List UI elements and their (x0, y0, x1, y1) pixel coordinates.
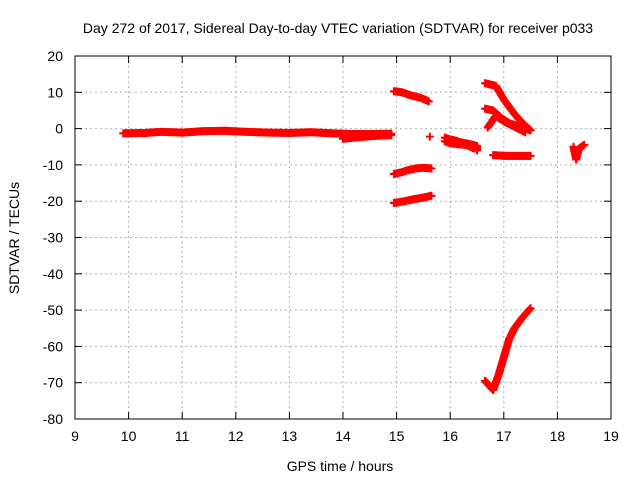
data-point-marker (424, 97, 433, 106)
y-tick-label: -50 (43, 302, 63, 318)
x-tick-label: 13 (282, 428, 298, 444)
x-tick-label: 10 (121, 428, 137, 444)
y-tick-label: -70 (43, 375, 63, 391)
x-tick-label: 14 (335, 428, 351, 444)
data-point-marker (521, 128, 530, 137)
axis-ticks (74, 55, 612, 420)
x-tick-label: 16 (442, 428, 458, 444)
chart-title: Day 272 of 2017, Sidereal Day-to-day VTE… (83, 20, 593, 36)
data-point-marker (427, 164, 436, 173)
y-axis-label: SDTVAR / TECUs (6, 182, 22, 294)
y-tick-label: 10 (47, 84, 63, 100)
plot-frame (74, 55, 612, 420)
x-tick-label: 11 (175, 428, 190, 444)
x-tick-label: 12 (228, 428, 244, 444)
data-points (119, 79, 589, 394)
y-tick-label: 20 (47, 48, 63, 64)
y-tick-labels: 20 10 0 -10 -20 -30 -40 -50 -60 -70 -80 (43, 48, 63, 427)
data-point-marker (470, 144, 479, 153)
x-tick-label: 15 (389, 428, 405, 444)
x-tick-label: 17 (496, 428, 512, 444)
grid-lines (75, 56, 611, 419)
y-tick-label: 0 (55, 121, 63, 137)
y-tick-label: -80 (43, 411, 63, 427)
data-point-marker (425, 132, 434, 141)
x-tick-label: 19 (603, 428, 619, 444)
y-tick-label: -20 (43, 193, 63, 209)
x-tick-label: 9 (71, 428, 79, 444)
data-point-marker (526, 151, 535, 160)
data-point-marker (526, 304, 535, 313)
data-point-marker (526, 126, 535, 135)
y-tick-label: -10 (43, 157, 63, 173)
x-tick-label: 18 (550, 428, 566, 444)
data-point-marker (580, 140, 589, 149)
y-tick-label: -60 (43, 338, 63, 354)
data-point-marker (427, 191, 436, 200)
x-tick-labels: 9 10 11 12 13 14 15 16 17 18 19 (71, 428, 619, 444)
x-axis-label: GPS time / hours (287, 458, 394, 474)
y-tick-label: -40 (43, 266, 63, 282)
y-tick-label: -30 (43, 230, 63, 246)
data-point-marker (387, 131, 396, 140)
